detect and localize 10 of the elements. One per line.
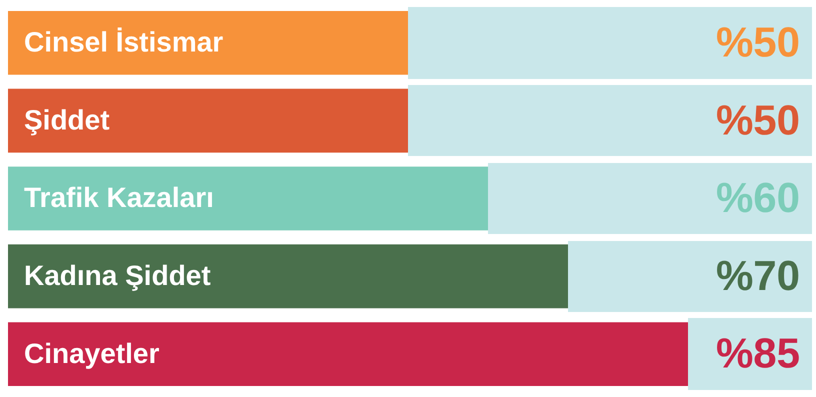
data-label: %70 xyxy=(716,252,800,299)
y-tick-label: Kadına Şiddet xyxy=(24,260,211,292)
y-tick-label: Trafik Kazaları xyxy=(24,182,214,214)
data-label: %85 xyxy=(716,330,800,377)
data-label: %50 xyxy=(716,96,800,144)
y-tick-label: Cinayetler xyxy=(24,338,160,369)
y-tick-label: Şiddet xyxy=(24,104,110,136)
data-label: %50 xyxy=(716,18,800,66)
y-tick-label: Cinsel İstismar xyxy=(24,26,224,58)
data-label: %60 xyxy=(716,174,800,222)
